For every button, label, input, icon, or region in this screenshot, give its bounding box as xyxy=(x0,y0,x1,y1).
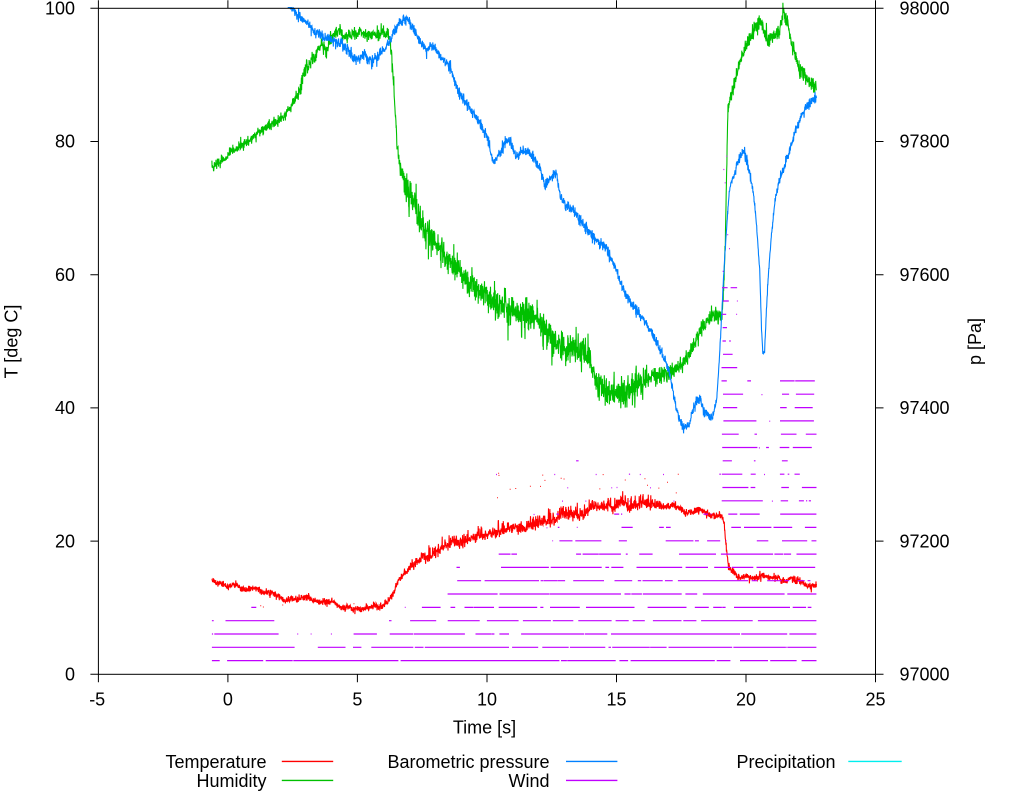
svg-text:5: 5 xyxy=(352,690,362,710)
svg-text:0: 0 xyxy=(65,665,75,685)
svg-text:20: 20 xyxy=(55,531,75,551)
svg-text:25: 25 xyxy=(865,690,885,710)
svg-text:T [deg C]: T [deg C] xyxy=(2,305,22,379)
svg-text:10: 10 xyxy=(477,690,497,710)
svg-text:p [Pa]: p [Pa] xyxy=(965,318,985,365)
svg-text:97400: 97400 xyxy=(900,398,950,418)
svg-text:0: 0 xyxy=(223,690,233,710)
svg-text:60: 60 xyxy=(55,265,75,285)
svg-text:97800: 97800 xyxy=(900,132,950,152)
svg-text:100: 100 xyxy=(45,0,75,19)
svg-text:-5: -5 xyxy=(89,690,105,710)
svg-text:Barometric pressure: Barometric pressure xyxy=(387,752,549,772)
svg-text:20: 20 xyxy=(736,690,756,710)
svg-text:97200: 97200 xyxy=(900,531,950,551)
svg-text:Temperature: Temperature xyxy=(165,752,266,772)
svg-text:98000: 98000 xyxy=(900,0,950,19)
svg-text:Wind: Wind xyxy=(508,771,549,791)
svg-text:80: 80 xyxy=(55,132,75,152)
svg-text:Time [s]: Time [s] xyxy=(453,718,516,738)
svg-text:15: 15 xyxy=(606,690,626,710)
svg-text:97000: 97000 xyxy=(900,665,950,685)
svg-text:Humidity: Humidity xyxy=(196,771,266,791)
svg-text:40: 40 xyxy=(55,398,75,418)
svg-text:Precipitation: Precipitation xyxy=(736,752,835,772)
svg-text:97600: 97600 xyxy=(900,265,950,285)
